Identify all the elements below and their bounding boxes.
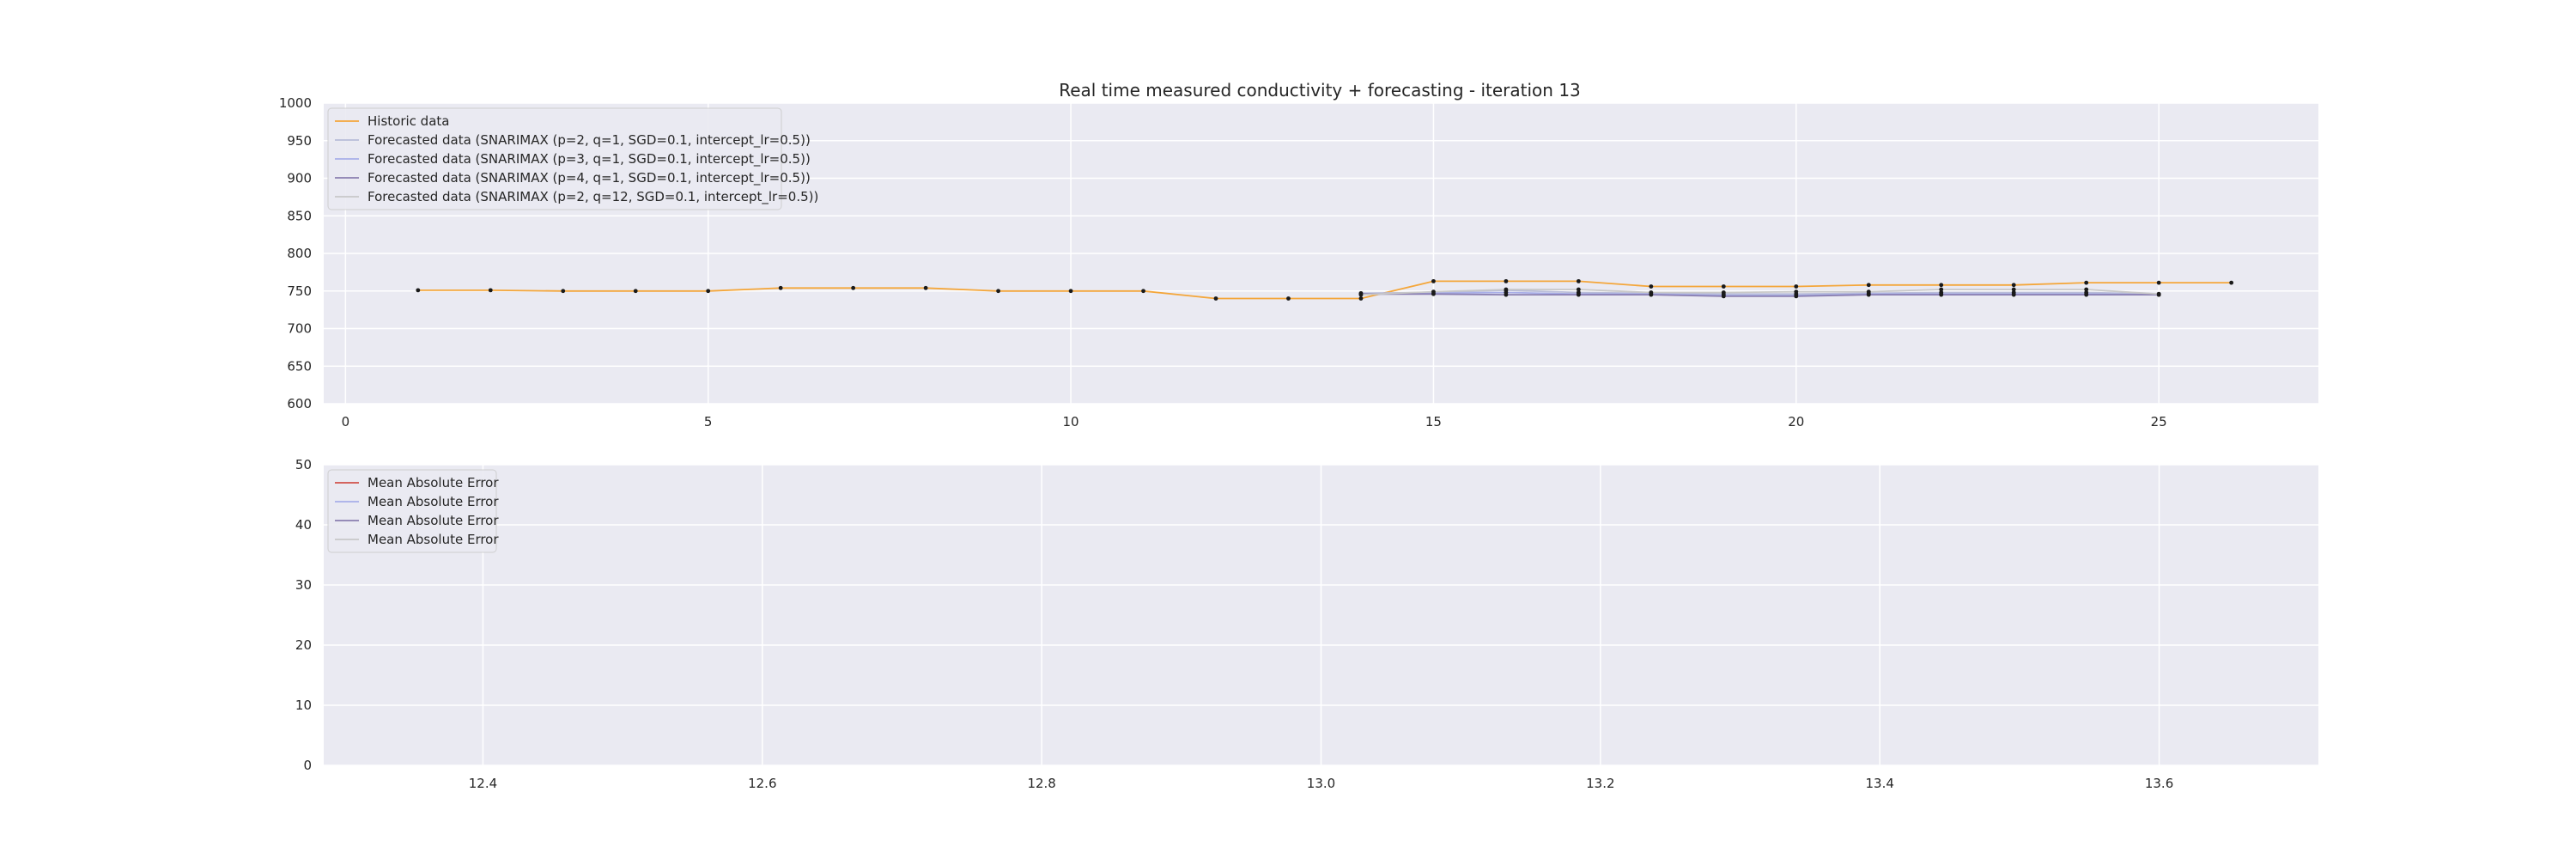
data-point [1286, 296, 1291, 301]
data-point [1431, 289, 1436, 295]
y-tick-label: 30 [295, 577, 312, 593]
x-tick-label: 5 [704, 414, 713, 430]
y-tick-label: 0 [303, 758, 312, 773]
x-tick-label: 13.6 [2145, 776, 2173, 791]
legend-label: Mean Absolute Error [368, 513, 499, 528]
data-point [996, 289, 1000, 294]
data-point [1213, 296, 1218, 301]
data-point [488, 288, 493, 293]
data-point [1576, 292, 1581, 297]
y-tick-label: 750 [287, 283, 312, 299]
data-point [2011, 287, 2016, 292]
y-tick-label: 850 [287, 208, 312, 223]
series-line-4 [1360, 289, 2160, 295]
y-tick-label: 800 [287, 246, 312, 261]
data-point [2084, 292, 2089, 297]
legend-label: Forecasted data (SNARIMAX (p=3, q=1, SGD… [368, 151, 811, 168]
y-tick-label: 650 [287, 358, 312, 374]
conductivity-panel: 0 5 10 15 20 25 600 650 700 750 800 850 900 950 1000 Hi… [279, 95, 2318, 430]
data-point [1576, 287, 1581, 292]
chart-title: Real time measured conductivity + foreca… [1059, 80, 1581, 101]
x-tick-label: 25 [2151, 414, 2167, 430]
data-point [2084, 280, 2089, 285]
legend-label: Mean Absolute Error [368, 475, 499, 490]
x-tick-label: 0 [342, 414, 350, 430]
data-point [1141, 289, 1145, 294]
series-line-0 [417, 280, 2232, 300]
y-tick-label: 600 [287, 396, 312, 411]
x-tick-label: 15 [1425, 414, 1442, 430]
legend-label: Mean Absolute Error [368, 494, 499, 509]
legend-label: Forecasted data (SNARIMAX (p=2, q=12, SG… [368, 189, 818, 205]
x-tick-label: 13.2 [1586, 776, 1614, 791]
legend-label: Forecasted data (SNARIMAX (p=4, q=1, SGD… [368, 170, 811, 186]
data-point [1504, 278, 1509, 283]
y-tick-label: 20 [295, 637, 312, 653]
legend-label: Mean Absolute Error [368, 532, 499, 547]
legend-box [327, 469, 497, 553]
data-point [1431, 278, 1436, 283]
y-tick-label: 10 [295, 698, 312, 713]
data-point [1358, 292, 1364, 297]
y-tick-label: 700 [287, 321, 312, 337]
data-point [1866, 292, 1871, 297]
data-point [1939, 292, 1944, 297]
data-point [1721, 290, 1726, 295]
data-point [1939, 287, 1944, 292]
data-point [1866, 283, 1871, 288]
x-tick-label: 10 [1063, 414, 1079, 430]
data-point [1866, 289, 1871, 295]
data-point [1649, 290, 1654, 295]
data-point [1358, 296, 1364, 301]
legend-label: Historic data [368, 113, 449, 129]
data-point [1068, 289, 1073, 294]
x-tick-label: 13.4 [1865, 776, 1893, 791]
data-point [1721, 294, 1726, 299]
legend-label: Forecasted data (SNARIMAX (p=2, q=1, SGD… [368, 132, 811, 149]
data-point [1794, 289, 1799, 295]
data-point [1794, 294, 1799, 299]
data-point [2084, 287, 2089, 292]
data-point [851, 285, 856, 290]
y-tick-label: 40 [295, 517, 312, 533]
data-point [2229, 280, 2234, 285]
x-tick-label: 20 [1788, 414, 1804, 430]
series-line-3 [1361, 293, 2160, 297]
data-point [1721, 284, 1726, 289]
mae-panel: 12.4 12.6 12.8 13.0 13.2 13.4 13.6 0 10 20 30 40 50 M… [295, 457, 2318, 791]
x-tick-label: 12.4 [469, 776, 497, 791]
data-point [561, 289, 566, 294]
data-point [1504, 287, 1509, 292]
x-tick-label: 12.6 [748, 776, 776, 791]
data-point [1504, 292, 1509, 297]
y-tick-label: 1000 [279, 95, 312, 111]
data-point [1939, 283, 1944, 288]
data-point [923, 285, 928, 290]
data-point [778, 285, 783, 290]
data-point [1794, 284, 1799, 289]
data-point [2156, 291, 2161, 296]
data-point [2011, 283, 2016, 288]
data-point [416, 288, 421, 293]
data-point [1576, 278, 1581, 283]
x-tick-label: 12.8 [1027, 776, 1055, 791]
data-point [2011, 292, 2016, 297]
y-tick-label: 900 [287, 171, 312, 186]
y-tick-label: 950 [287, 133, 312, 149]
y-tick-label: 50 [295, 457, 312, 472]
data-point [706, 289, 711, 294]
x-tick-label: 13.0 [1307, 776, 1335, 791]
data-point [1649, 284, 1654, 289]
data-point [2156, 280, 2161, 285]
data-point [633, 289, 638, 294]
legend-box [327, 107, 782, 210]
